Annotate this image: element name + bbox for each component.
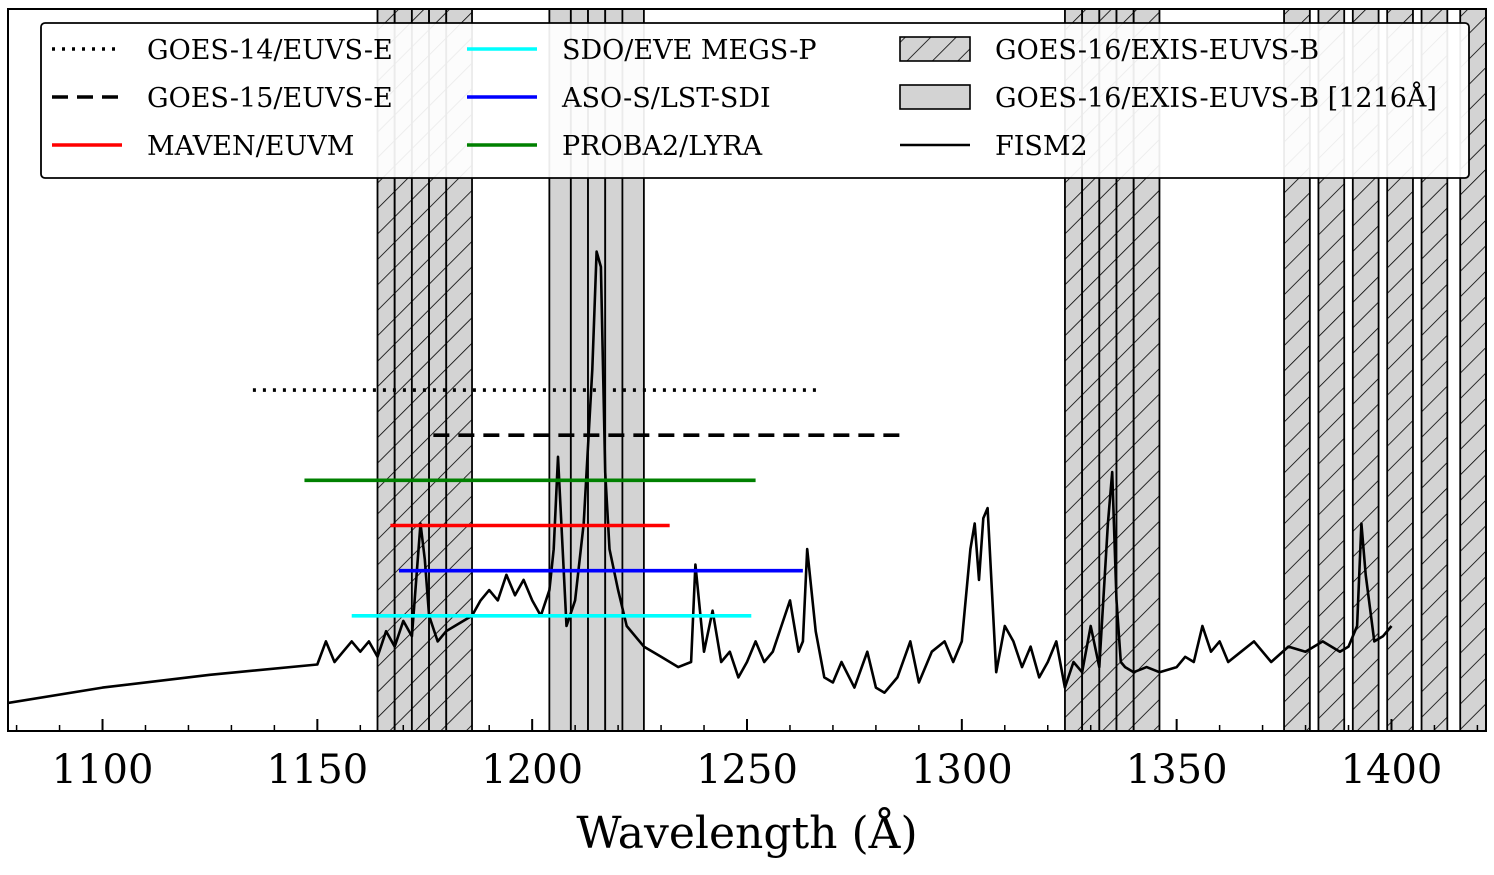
- x-tick-label-2: 1200: [481, 747, 583, 793]
- legend-label-7: GOES-16/EXIS-EUVS-B [1216Å]: [995, 81, 1437, 114]
- x-tick-label-4: 1300: [911, 747, 1013, 793]
- x-axis-title: Wavelength (Å): [576, 806, 917, 859]
- legend: GOES-14/EUVS-E GOES-15/EUVS-E MAVEN/EUVM SD…: [40, 22, 1470, 179]
- legend-swatch-6: [899, 36, 971, 62]
- legend-label-8: FISM2: [995, 131, 1088, 162]
- x-tick-label-1: 1150: [266, 747, 368, 793]
- x-tick-label-3: 1250: [696, 747, 798, 793]
- legend-label-3: SDO/EVE MEGS-P: [562, 35, 817, 66]
- x-tick-label-5: 1350: [1126, 747, 1228, 793]
- legend-label-2: MAVEN/EUVM: [147, 131, 354, 162]
- fism2-spectrum-group: [8, 250, 1393, 705]
- legend-label-5: PROBA2/LYRA: [562, 131, 763, 162]
- fism2-line: [8, 250, 1393, 705]
- legend-label-0: GOES-14/EUVS-E: [147, 35, 393, 66]
- x-tick-label-6: 1400: [1341, 747, 1443, 793]
- x-axis-ticks: 1100 1150 1200 1250 1300 1350 1400: [15, 719, 1479, 793]
- legend-swatch-7: [899, 84, 971, 110]
- x-tick-label-0: 1100: [52, 747, 154, 793]
- legend-label-6: GOES-16/EXIS-EUVS-B: [995, 35, 1319, 66]
- legend-label-1: GOES-15/EUVS-E: [147, 83, 393, 114]
- legend-label-4: ASO-S/LST-SDI: [561, 83, 771, 114]
- instrument-series-group: [252, 388, 902, 618]
- exis-euvs-b-1216-band-4: [621, 9, 645, 731]
- legend-frame: [40, 22, 1470, 179]
